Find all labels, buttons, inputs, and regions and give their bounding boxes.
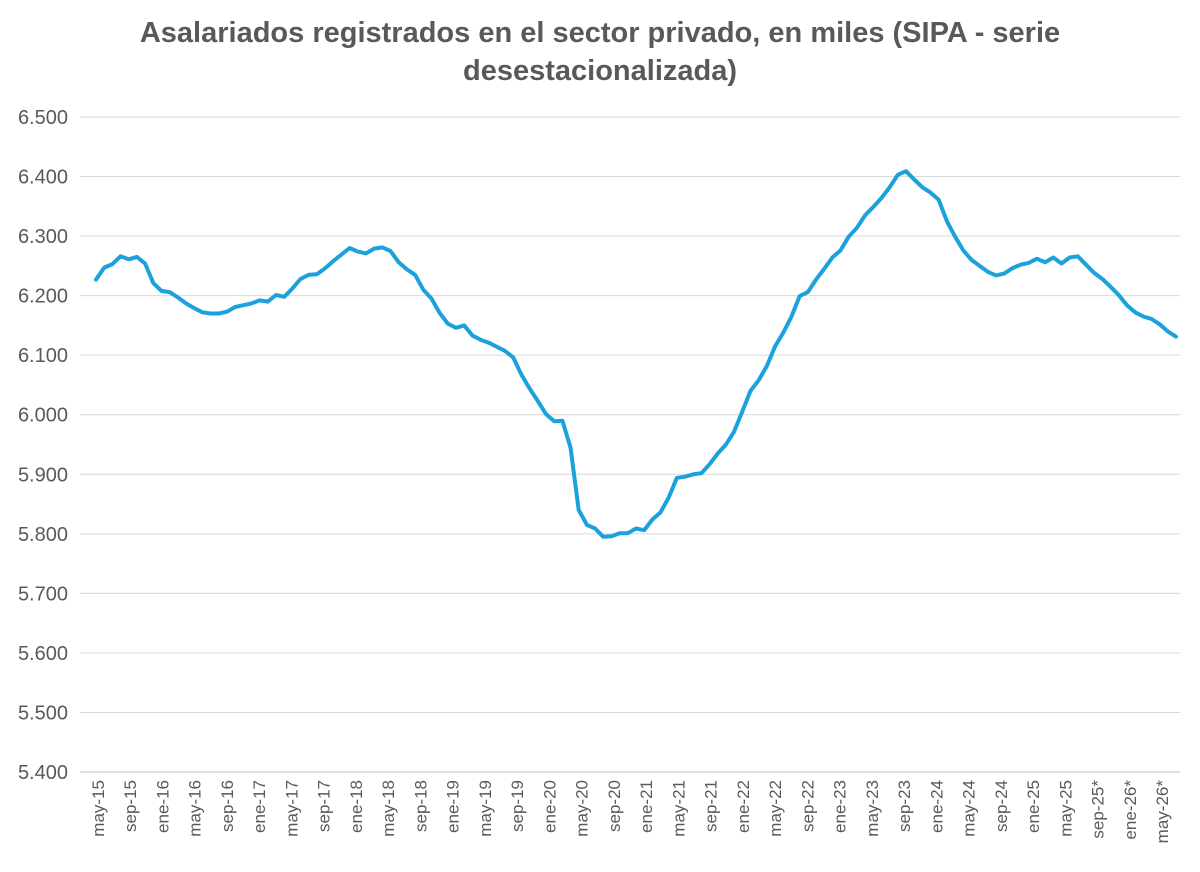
x-axis: may-15 sep-15 ene-16 may-16 sep-16 ene-17 may-…	[80, 771, 1180, 844]
x-tick-label: ene-26*	[1121, 780, 1140, 840]
series-line	[94, 169, 1178, 539]
chart-title: Asalariados registrados en el sector pri…	[139, 17, 1061, 87]
x-tick-label: sep-20	[605, 780, 624, 832]
x-tick-label: ene-18	[347, 780, 366, 833]
x-tick-label: may-18	[379, 780, 398, 837]
y-tick-label: 5.800	[18, 524, 68, 546]
x-tick-label: sep-21	[702, 780, 721, 832]
x-tick-label: may-20	[573, 780, 592, 837]
x-tick-label: may-25	[1056, 780, 1075, 837]
x-tick-label: ene-19	[444, 780, 463, 833]
gridlines	[80, 116, 1180, 713]
x-tick-label: sep-19	[508, 780, 527, 832]
x-tick-label: sep-23	[895, 780, 914, 832]
x-tick-label: may-23	[863, 780, 882, 837]
x-tick-label: sep-25*	[1089, 780, 1108, 839]
x-tick-label: sep-15	[121, 780, 140, 832]
y-tick-label: 6.300	[18, 226, 68, 248]
y-tick-label: 6.400	[18, 167, 68, 189]
x-tick-label: may-19	[476, 780, 495, 837]
x-tick-label: ene-24	[927, 780, 946, 833]
y-tick-label: 6.100	[18, 345, 68, 367]
y-tick-label: 6.000	[18, 405, 68, 427]
x-tick-label: ene-16	[153, 780, 172, 833]
x-tick-label: may-21	[669, 780, 688, 837]
y-tick-label: 5.400	[18, 762, 68, 784]
x-tick-label: may-26*	[1153, 780, 1172, 844]
y-tick-label: 5.500	[18, 702, 68, 724]
x-tick-label: ene-22	[734, 780, 753, 833]
series-layer	[94, 169, 1178, 539]
x-tick-label: may-16	[186, 780, 205, 837]
x-tick-label: sep-18	[411, 780, 430, 832]
x-tick-label: sep-24	[992, 780, 1011, 832]
x-tick-label: ene-21	[637, 780, 656, 833]
x-tick-label: ene-23	[831, 780, 850, 833]
y-tick-label: 5.900	[18, 464, 68, 486]
x-tick-label: may-24	[960, 780, 979, 837]
y-axis: 5.400 5.500 5.600 5.700 5.800 5.900 6.000 6.100…	[18, 107, 68, 784]
x-tick-label: ene-20	[540, 780, 559, 833]
y-tick-label: 6.500	[18, 107, 68, 129]
x-tick-label: may-15	[89, 780, 108, 837]
y-tick-label: 5.600	[18, 643, 68, 665]
y-tick-label: 6.200	[18, 286, 68, 308]
x-tick-label: may-17	[282, 780, 301, 837]
x-tick-label: may-22	[766, 780, 785, 837]
x-tick-label: ene-17	[250, 780, 269, 833]
x-tick-label: ene-25	[1024, 780, 1043, 833]
y-tick-label: 5.700	[18, 583, 68, 605]
x-tick-label: sep-16	[218, 780, 237, 832]
x-tick-label: sep-22	[798, 780, 817, 832]
x-tick-label: sep-17	[315, 780, 334, 832]
